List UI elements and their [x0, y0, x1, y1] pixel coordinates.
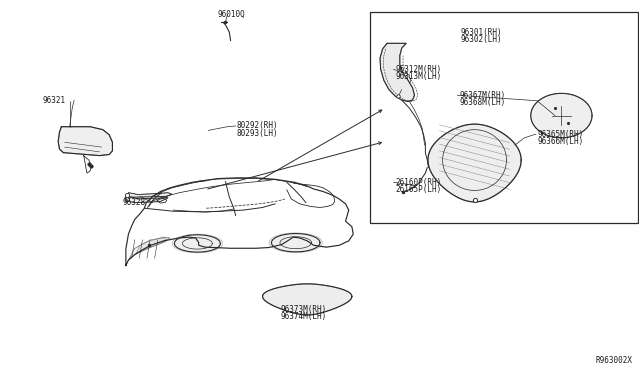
- Text: 96373M(RH): 96373M(RH): [281, 305, 327, 314]
- Text: 96367M(RH): 96367M(RH): [460, 91, 506, 100]
- Text: 80293(LH): 80293(LH): [237, 129, 278, 138]
- Text: 96010Q: 96010Q: [218, 10, 246, 19]
- Polygon shape: [428, 124, 521, 202]
- Text: 96313M(LH): 96313M(LH): [396, 72, 442, 81]
- Polygon shape: [129, 237, 170, 260]
- Polygon shape: [269, 233, 323, 253]
- Text: 96321: 96321: [42, 96, 65, 105]
- Text: R963002X: R963002X: [596, 356, 633, 365]
- Polygon shape: [262, 284, 352, 315]
- Polygon shape: [380, 43, 415, 102]
- Polygon shape: [129, 193, 172, 199]
- Text: 96301(RH): 96301(RH): [461, 28, 502, 37]
- Text: 96328: 96328: [122, 198, 145, 207]
- Text: 26160P(RH): 26160P(RH): [396, 178, 442, 187]
- Text: 96366M(LH): 96366M(LH): [537, 137, 584, 146]
- Bar: [370, 12, 638, 223]
- Text: 96368M(LH): 96368M(LH): [460, 98, 506, 107]
- Polygon shape: [531, 93, 592, 138]
- Text: 96302(LH): 96302(LH): [461, 35, 502, 44]
- Polygon shape: [58, 127, 113, 155]
- Text: 96365M(RH): 96365M(RH): [537, 129, 584, 139]
- Text: 26165P(LH): 26165P(LH): [396, 185, 442, 194]
- Text: 80292(RH): 80292(RH): [237, 122, 278, 131]
- Text: 96312M(RH): 96312M(RH): [396, 65, 442, 74]
- Polygon shape: [136, 238, 167, 253]
- Polygon shape: [125, 196, 168, 203]
- Polygon shape: [172, 234, 223, 253]
- Text: 96374M(LH): 96374M(LH): [281, 312, 327, 321]
